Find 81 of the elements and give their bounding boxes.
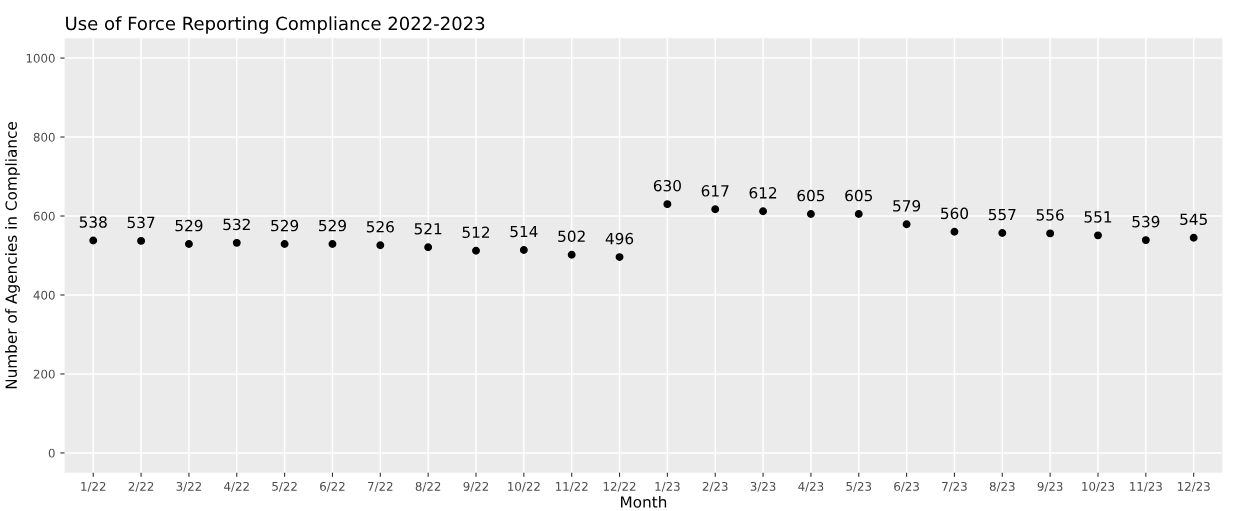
point: [232, 238, 241, 247]
data-label: 617: [701, 185, 729, 197]
x-tick-label: 12/22: [603, 481, 636, 492]
x-tick-label: 6/23: [894, 481, 919, 492]
data-label: 560: [941, 207, 969, 220]
y-tick-label: 400: [33, 290, 55, 300]
point: [519, 246, 528, 254]
chart-title: Use of Force Reporting Compliance 2022-2023: [66, 16, 485, 34]
x-tick-label: 4/23: [798, 481, 824, 492]
x-tick-label: 6/22: [320, 481, 345, 492]
y-tick-label: 200: [33, 369, 55, 379]
point: [472, 246, 480, 255]
data-label: 537: [127, 216, 155, 229]
point: [1189, 233, 1198, 242]
y-axis-title: Number of Agencies in Compliance: [5, 122, 20, 389]
point: [854, 210, 863, 218]
x-tick-label: 11/23: [1130, 481, 1162, 492]
data-label: 605: [797, 189, 825, 202]
y-tick-label: 0: [48, 448, 55, 458]
data-label: 545: [1180, 213, 1207, 226]
x-tick-label: 7/23: [942, 481, 967, 492]
x-tick-label: 4/22: [224, 481, 249, 492]
data-label: 557: [988, 208, 1016, 221]
point: [759, 207, 768, 216]
x-axis-title: Month: [621, 495, 667, 508]
data-label: 502: [558, 230, 585, 243]
data-label: 538: [79, 216, 107, 228]
point: [615, 253, 624, 262]
x-tick-label: 2/22: [128, 481, 154, 492]
data-label: 556: [1036, 209, 1064, 221]
x-tick-label: 10/23: [1082, 481, 1115, 492]
x-tick-label: 7/22: [368, 481, 393, 492]
point: [1141, 236, 1150, 245]
data-label: 551: [1084, 211, 1112, 223]
data-label: 529: [271, 219, 299, 232]
point: [663, 200, 672, 209]
point: [328, 240, 337, 249]
data-label: 539: [1132, 215, 1160, 228]
point: [567, 250, 576, 259]
point: [998, 229, 1007, 237]
x-tick-label: 5/22: [272, 481, 297, 492]
data-label: 514: [510, 225, 538, 238]
point: [184, 240, 193, 249]
x-tick-label: 12/23: [1177, 481, 1210, 492]
data-label: 605: [845, 189, 873, 202]
point: [89, 236, 98, 245]
point: [137, 236, 146, 245]
x-tick-label: 2/23: [702, 481, 728, 492]
data-label: 512: [462, 226, 490, 239]
data-label: 630: [653, 179, 681, 192]
point: [424, 243, 433, 252]
point: [806, 210, 815, 218]
x-tick-label: 3/22: [176, 481, 201, 492]
x-tick-label: 1/22: [81, 481, 106, 492]
data-label: 612: [749, 187, 777, 199]
point: [711, 205, 720, 214]
x-tick-label: 8/23: [989, 481, 1015, 492]
y-tick-label: 800: [33, 132, 55, 142]
x-tick-label: 5/23: [846, 481, 872, 492]
y-tick-label: 1000: [26, 53, 55, 63]
x-tick-label: 8/22: [415, 481, 441, 492]
x-tick-label: 11/22: [555, 481, 588, 492]
data-label: 529: [175, 219, 203, 232]
point: [1094, 231, 1102, 240]
data-label: 529: [319, 219, 346, 232]
point: [950, 227, 959, 236]
point: [280, 240, 289, 249]
x-tick-label: 1/23: [655, 481, 680, 492]
y-tick-label: 600: [33, 211, 55, 221]
data-label: 579: [893, 200, 921, 212]
data-label: 496: [605, 232, 634, 245]
x-tick-label: 10/22: [508, 481, 540, 492]
data-label: 532: [223, 218, 250, 231]
point: [902, 220, 911, 229]
point: [376, 241, 385, 250]
data-label: 526: [366, 221, 394, 233]
x-tick-label: 9/22: [463, 481, 489, 492]
point: [1046, 229, 1055, 238]
x-tick-label: 3/23: [750, 481, 776, 492]
x-tick-label: 9/23: [1037, 481, 1063, 492]
data-label: 521: [414, 222, 442, 235]
